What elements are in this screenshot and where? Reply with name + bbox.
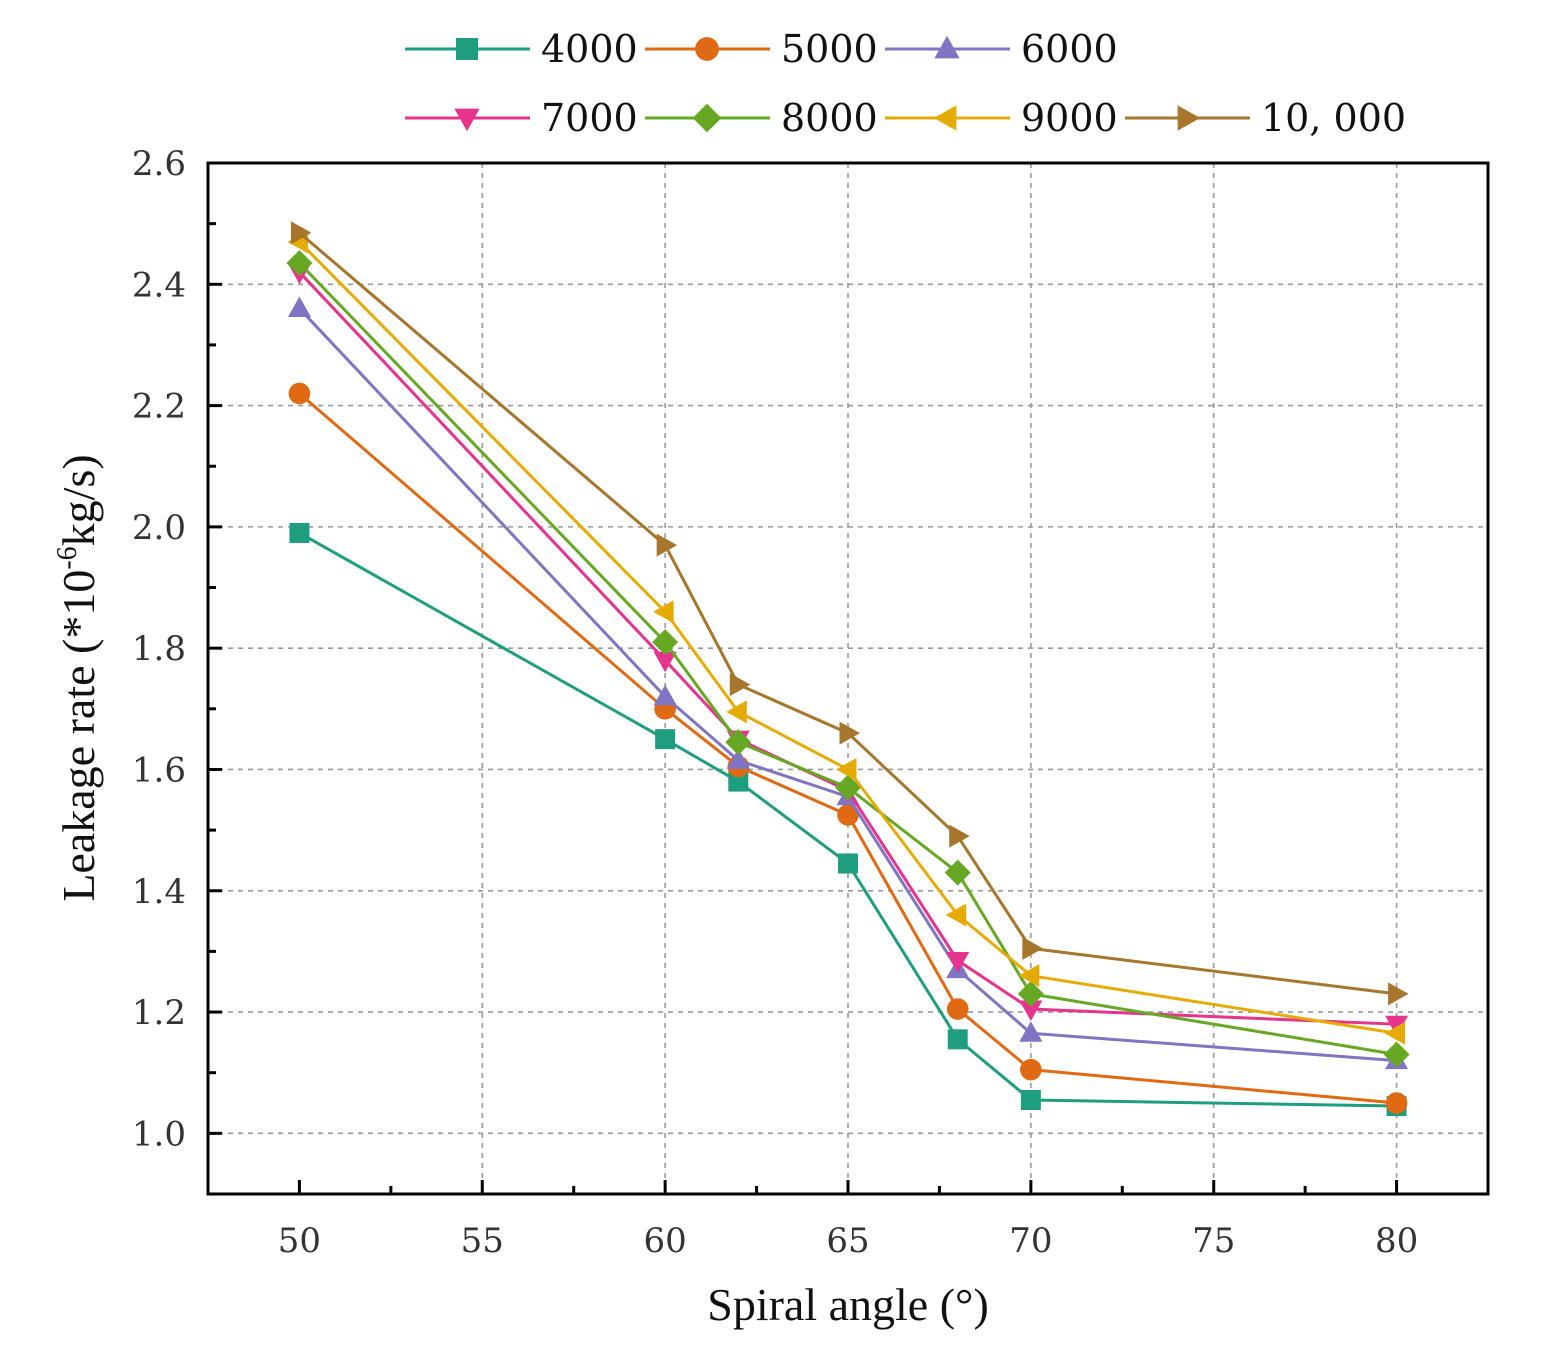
data-point <box>1020 1089 1041 1110</box>
data-point <box>655 729 676 750</box>
y-axis-title-main: Leakage rate (*10 <box>53 570 104 902</box>
y-tick-label: 2.0 <box>132 508 186 548</box>
data-point <box>288 382 311 405</box>
series-4000 <box>289 522 1407 1117</box>
data-point <box>1019 1021 1043 1042</box>
data-point <box>836 757 857 781</box>
series-9000 <box>287 230 1406 1045</box>
data-point <box>946 998 969 1020</box>
axis-ticks: 50 55 60 65 70 75 80 1.0 1.2 1.4 1.6 1.8 2.0 2.2 2.4 2.… <box>132 144 1418 1261</box>
legend-item: 10, 000 <box>1125 96 1406 140</box>
data-point <box>1020 1058 1042 1081</box>
y-tick-label: 2.6 <box>132 144 186 184</box>
data-point <box>1388 982 1409 1006</box>
data-point <box>1019 1000 1043 1022</box>
data-point <box>1383 1041 1410 1068</box>
legend-item: 4000 <box>405 27 638 71</box>
series-8000 <box>286 250 1410 1068</box>
x-tick-label: 80 <box>1375 1221 1418 1261</box>
y-tick-label: 1.4 <box>132 872 186 912</box>
legend-item: 5000 <box>645 27 878 71</box>
data-point <box>652 629 679 656</box>
data-point <box>725 729 752 756</box>
data-point <box>945 903 967 927</box>
legend-label: 8000 <box>781 96 878 140</box>
data-point <box>1018 964 1040 988</box>
data-point <box>286 250 313 277</box>
data-point <box>726 748 750 769</box>
legend-marker <box>692 103 722 133</box>
legend-item: 8000 <box>645 96 878 140</box>
x-axis-title: Spiral angle (°) <box>707 1279 989 1330</box>
data-point <box>837 804 859 826</box>
y-axis-title-exponent: -6 <box>52 546 83 569</box>
data-point <box>729 673 751 697</box>
legend-label: 5000 <box>781 27 878 71</box>
y-axis-title: Leakage rate (*10-6kg/s) <box>52 454 104 901</box>
data-point <box>1017 980 1044 1007</box>
legend-marker <box>1177 105 1201 131</box>
data-point <box>1022 936 1043 960</box>
legend-marker <box>454 108 480 132</box>
legend: 4000 5000 6000 7000 8000 9000 10, 000 <box>405 27 1406 140</box>
legend-marker <box>934 35 960 59</box>
data-point <box>1384 1021 1406 1045</box>
data-point <box>835 774 861 801</box>
x-tick-label: 65 <box>826 1221 869 1261</box>
y-tick-label: 1.2 <box>132 993 186 1033</box>
data-point <box>949 824 970 848</box>
data-point <box>946 952 970 973</box>
legend-label: 7000 <box>541 96 638 140</box>
legend-label: 9000 <box>1021 96 1118 140</box>
x-tick-label: 75 <box>1192 1221 1235 1261</box>
data-point <box>653 684 677 706</box>
y-tick-label: 1.8 <box>132 629 186 669</box>
x-tick-label: 70 <box>1009 1221 1052 1261</box>
plot-series <box>286 221 1410 1117</box>
x-tick-label: 60 <box>644 1221 687 1261</box>
data-point <box>728 771 749 792</box>
legend-item: 9000 <box>885 96 1118 140</box>
y-axis-title-unit: kg/s) <box>53 454 104 546</box>
data-point <box>653 600 674 624</box>
data-point <box>838 853 858 874</box>
y-tick-label: 2.4 <box>132 265 186 305</box>
data-point <box>1385 1015 1409 1037</box>
data-point <box>1385 1092 1408 1114</box>
data-point <box>290 221 312 245</box>
legend-marker <box>695 37 719 61</box>
data-point <box>653 651 677 673</box>
data-point <box>287 296 311 318</box>
data-point <box>289 522 310 543</box>
series-10000 <box>290 221 1409 1006</box>
data-point <box>947 1029 968 1050</box>
legend-label: 10, 000 <box>1261 96 1406 140</box>
data-point <box>839 721 860 745</box>
data-point <box>656 533 678 557</box>
data-point <box>944 859 971 886</box>
series-7000 <box>287 263 1409 1037</box>
y-tick-label: 2.2 <box>132 387 186 427</box>
legend-marker <box>933 105 957 131</box>
y-tick-label: 1.0 <box>132 1114 186 1154</box>
legend-marker <box>456 38 478 60</box>
legend-item: 6000 <box>885 27 1118 71</box>
legend-item: 7000 <box>405 96 638 140</box>
data-point <box>726 700 747 724</box>
x-tick-label: 55 <box>461 1221 504 1261</box>
legend-label: 6000 <box>1021 27 1118 71</box>
y-tick-label: 1.6 <box>132 750 186 790</box>
x-tick-label: 50 <box>278 1221 321 1261</box>
legend-label: 4000 <box>541 27 638 71</box>
